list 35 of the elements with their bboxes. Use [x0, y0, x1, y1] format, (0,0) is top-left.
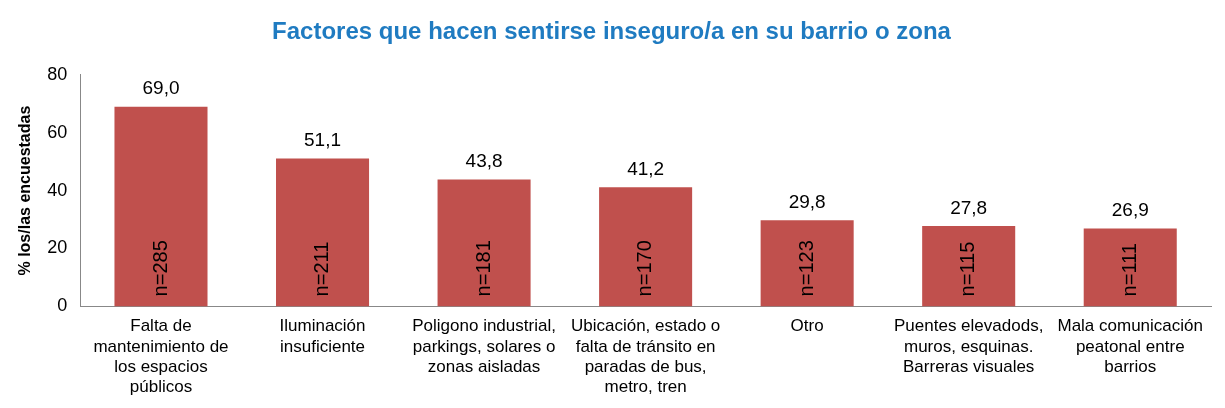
- bar: [114, 106, 208, 307]
- x-tick-label: Puentes elevadods, muros, esquinas. Barreras visuales: [894, 316, 1044, 377]
- data-label: 69,0: [142, 77, 180, 99]
- bar: [599, 187, 693, 307]
- bar: [922, 225, 1016, 307]
- data-label: 26,9: [1111, 199, 1149, 221]
- annotation: n=181: [471, 240, 494, 297]
- y-axis-title: % los/las encuestadas: [16, 105, 34, 276]
- x-tick-label: Iluminación insuficiente: [279, 316, 366, 356]
- y-tick-label: 20: [47, 237, 68, 258]
- data-label: 27,8: [950, 196, 988, 218]
- x-tick-label: Otro: [790, 316, 824, 336]
- y-tick-label: 60: [47, 121, 68, 142]
- y-tick-label: 0: [57, 295, 68, 316]
- data-label: 41,2: [627, 157, 665, 179]
- annotation: n=211: [310, 241, 333, 297]
- annotation: n=170: [633, 240, 656, 297]
- annotation: n=111: [1117, 243, 1140, 297]
- chart-title: Factores que hacen sentirse inseguro/a en su barrio o zona: [272, 17, 952, 45]
- annotation: n=115: [956, 241, 979, 297]
- x-tick-label: Falta de mantenimiento de los espacios públicos: [93, 316, 229, 397]
- x-tick-label: Mala comunicación peatonal entre barrios: [1057, 316, 1203, 377]
- data-label: 29,8: [788, 190, 826, 212]
- annotation: n=285: [148, 240, 171, 297]
- data-label: 51,1: [304, 129, 342, 151]
- x-tick-label: Ubicación, estado o falta de tránsito en paradas de bus, metro, tren: [570, 316, 721, 397]
- annotation: n=123: [794, 240, 817, 297]
- data-label: 43,8: [465, 150, 503, 172]
- y-tick-label: 40: [47, 179, 68, 200]
- y-tick-label: 80: [47, 63, 68, 84]
- x-tick-label: Poligono industrial, parkings, solares o zonas aisladas: [412, 316, 556, 377]
- bar: [276, 158, 370, 307]
- bar: [1083, 228, 1177, 307]
- bar: [760, 220, 854, 307]
- bar: [437, 179, 531, 307]
